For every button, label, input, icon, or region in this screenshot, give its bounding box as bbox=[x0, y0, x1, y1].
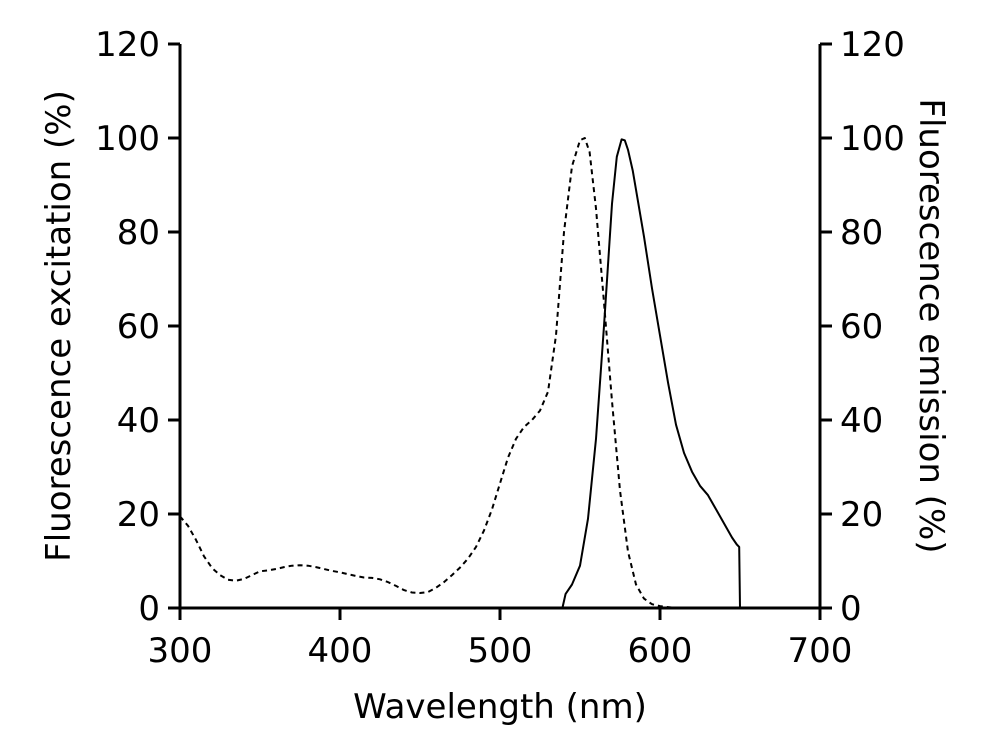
left-y-tick-label: 120 bbox=[95, 25, 160, 65]
right-y-axis-title: Fluorescence emission (%) bbox=[911, 98, 951, 553]
x-tick-label: 700 bbox=[788, 631, 853, 671]
x-tick-label: 500 bbox=[468, 631, 533, 671]
right-y-tick-label: 120 bbox=[840, 25, 905, 65]
left-y-axis-title: Fluorescence excitation (%) bbox=[39, 90, 79, 562]
x-ticks: 300 400 500 600 700 bbox=[148, 608, 853, 671]
left-y-tick-label: 100 bbox=[95, 119, 160, 159]
left-y-tick-label: 80 bbox=[117, 213, 160, 253]
excitation-series-line bbox=[179, 137, 677, 609]
left-y-tick-label: 0 bbox=[138, 589, 160, 629]
emission-series-line bbox=[561, 138, 742, 609]
right-y-tick-label: 20 bbox=[840, 495, 883, 535]
left-y-ticks: 0 20 40 60 80 100 120 bbox=[95, 25, 180, 629]
right-y-ticks: 0 20 40 60 80 100 120 bbox=[820, 25, 905, 629]
right-y-tick-label: 100 bbox=[840, 119, 905, 159]
right-y-tick-label: 0 bbox=[840, 589, 862, 629]
left-y-tick-label: 60 bbox=[117, 307, 160, 347]
right-y-tick-label: 80 bbox=[840, 213, 883, 253]
right-y-tick-label: 40 bbox=[840, 401, 883, 441]
left-y-tick-label: 20 bbox=[117, 495, 160, 535]
x-tick-label: 400 bbox=[308, 631, 373, 671]
x-axis-title: Wavelength (nm) bbox=[353, 687, 647, 727]
left-y-tick-label: 40 bbox=[117, 401, 160, 441]
series-group bbox=[179, 137, 742, 609]
right-y-tick-label: 60 bbox=[840, 307, 883, 347]
x-tick-label: 300 bbox=[148, 631, 213, 671]
x-tick-label: 600 bbox=[628, 631, 693, 671]
